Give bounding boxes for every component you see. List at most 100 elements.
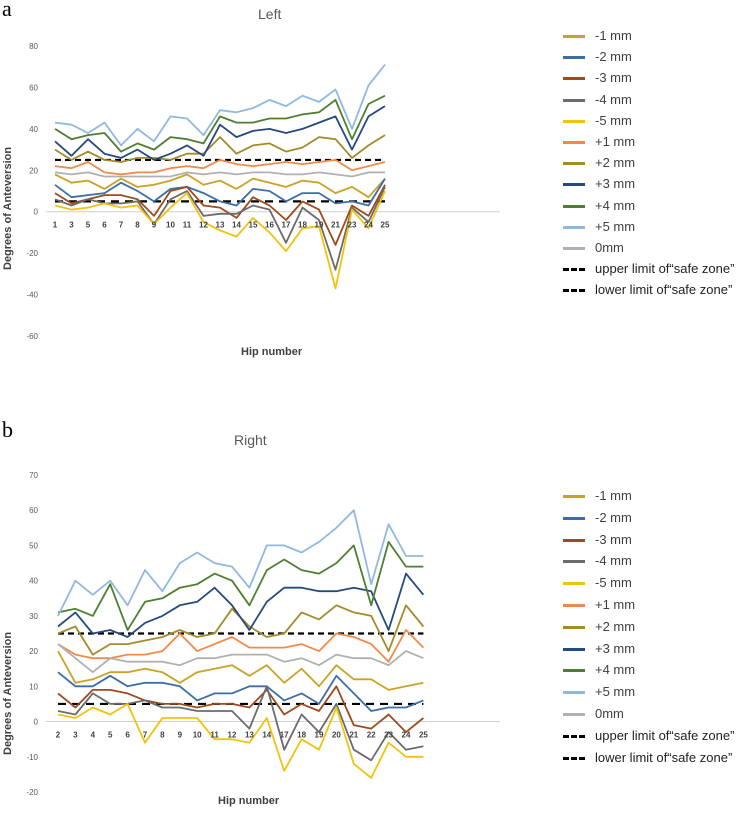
legend-swatch [563,669,585,673]
y-tick-label: 80 [29,42,38,51]
y-tick-label: 40 [29,125,38,134]
series-line [54,173,386,199]
legend-swatch [563,289,585,293]
x-tick-label: 13 [216,221,225,230]
legend-label: +3 mm [595,176,636,192]
legend-label: +4 mm [595,662,636,678]
legend-label: +1 mm [595,596,636,612]
x-axis-title: Hip number [241,346,303,358]
legend-swatch [563,691,585,695]
x-tick-label: 7 [119,221,124,230]
y-tick-label: 0 [34,208,39,217]
x-tick-label: 11 [183,221,192,230]
x-tick-label: 21 [349,731,358,740]
x-tick-label: 11 [210,731,219,740]
legend-swatch [563,183,585,187]
legend-label: -5 mm [595,112,632,128]
legend-label: -4 mm [595,91,632,107]
legend-swatch [563,538,585,542]
y-tick-label: 40 [29,577,38,586]
legend-label: upper limit of“safe zone” [595,261,735,277]
series-line [57,629,425,663]
series-line [54,134,386,163]
series-line [57,702,424,779]
y-tick-label: 70 [29,471,38,480]
series-line [54,105,386,161]
chart-title: Left [258,6,282,22]
legend-swatch [563,35,585,38]
x-tick-label: 14 [262,731,271,740]
legend-swatch [563,495,585,498]
y-tick-label: 30 [29,612,38,621]
legend-swatch [563,56,585,60]
y-tick-label: -20 [26,788,38,797]
panel-label: a [2,0,12,21]
x-tick-label: 6 [102,221,107,230]
chart-panel-right: b Right -20 -10 0 10 20 30 40 50 60 70 2 3 4 5 6 7 8 9 10 1… [0,415,755,823]
x-tick-label: 24 [364,221,373,230]
legend-swatch [563,77,585,81]
legend-swatch [563,246,585,250]
x-tick-label: 21 [331,221,340,230]
chart-panel-left: a Left -60 -40 -20 0 20 40 60 80 1 3 5 6 7 8 9 10 11 12 13… [0,0,755,400]
series-line [54,178,386,207]
series-line [57,643,424,674]
series-line [54,184,386,246]
series-line [57,541,424,631]
x-tick-label: 13 [245,731,254,740]
series-line [57,685,424,762]
series-line [57,671,424,712]
legend-swatch [563,225,585,229]
x-tick-label: 10 [193,731,202,740]
legend-swatch [563,162,585,166]
x-tick-label: 4 [91,731,96,740]
y-axis-title: Degrees of Anteversion [2,146,14,270]
x-tick-label: 8 [160,731,165,740]
series-line [57,509,424,617]
x-tick-label: 16 [265,221,274,230]
x-tick-label: 19 [315,221,324,230]
x-tick-label: 2 [56,731,61,740]
y-tick-label: 60 [29,83,38,92]
x-tick-label: 17 [280,731,289,740]
series-line [57,685,424,734]
series-line [54,64,386,147]
x-tick-label: 9 [178,731,183,740]
x-tick-label: 22 [367,731,376,740]
legend-label: +2 mm [595,155,636,171]
x-tick-label: 19 [315,731,324,740]
y-tick-label: 20 [29,166,38,175]
x-tick-label: 20 [332,731,341,740]
x-tick-label: 5 [108,731,113,740]
x-tick-label: 23 [348,221,357,230]
legend-swatch [563,560,585,564]
y-axis-title: Degrees of Anteversion [2,631,14,755]
x-tick-label: 12 [228,731,237,740]
legend-label: +5 mm [595,684,636,700]
x-tick-label: 25 [419,731,428,740]
series-line [54,186,386,271]
y-tick-label: 0 [34,718,39,727]
legend-swatch [563,140,585,144]
legend-label: +5 mm [595,218,636,234]
legend-label: -1 mm [595,28,632,43]
series-line [57,650,424,691]
legend-swatch [563,756,585,760]
legend-swatch [563,119,585,123]
x-tick-label: 10 [166,221,175,230]
legend-swatch [563,204,585,208]
legend-label: -5 mm [595,575,632,591]
legend-label: -4 mm [595,553,632,569]
x-tick-label: 14 [232,221,241,230]
x-tick-label: 23 [384,731,393,740]
panel-label: b [2,417,13,442]
legend-label: -3 mm [595,531,632,547]
x-tick-label: 24 [402,731,411,740]
y-tick-label: -20 [26,249,38,258]
series-line [54,190,386,290]
legend-label: +3 mm [595,640,636,656]
legend-swatch [563,625,585,629]
x-tick-label: 9 [152,221,157,230]
x-tick-label: 18 [297,731,306,740]
legend-label: 0mm [595,239,624,255]
